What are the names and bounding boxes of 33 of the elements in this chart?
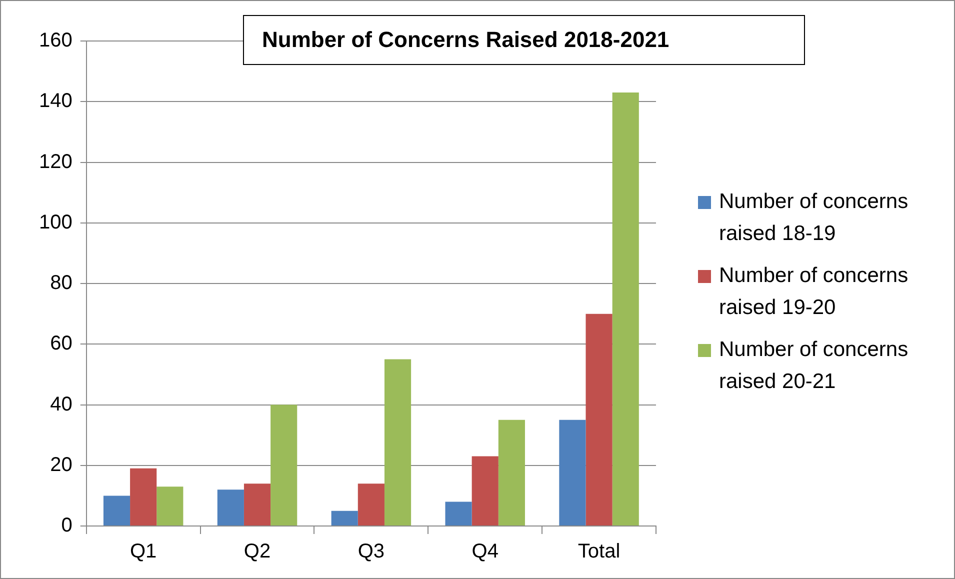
bar — [103, 496, 130, 526]
y-tick-label: 20 — [50, 454, 72, 476]
bar — [559, 420, 586, 526]
x-tick-label: Q3 — [358, 540, 385, 563]
legend-label: Number of concerns raised 20-21 — [719, 337, 910, 395]
y-tick-label: 100 — [38, 211, 72, 234]
bar — [270, 404, 298, 526]
bar — [586, 314, 612, 526]
legend-label: Number of concerns raised 19-20 — [719, 263, 910, 321]
bar — [498, 420, 525, 526]
y-tick-label: 80 — [50, 272, 72, 294]
y-tick-label: 120 — [38, 150, 72, 173]
bar — [244, 484, 271, 526]
x-tick-label: Q2 — [244, 540, 271, 563]
y-tick-label: 0 — [61, 514, 72, 537]
y-tick-label: 140 — [38, 90, 72, 112]
bar — [217, 490, 244, 526]
legend-label: Number of concerns raised 18-19 — [719, 189, 910, 247]
x-tick-label: Q4 — [472, 540, 498, 563]
y-tick-label: 40 — [50, 393, 72, 416]
bar — [472, 456, 498, 526]
bar — [445, 502, 472, 526]
bar — [384, 359, 412, 526]
x-tick-label: Q1 — [130, 540, 157, 563]
title-box: Number of Concerns Raised 2018-2021 — [243, 15, 805, 65]
y-tick-label: 60 — [50, 332, 72, 355]
bar — [130, 468, 157, 526]
y-tick-label: 160 — [38, 30, 72, 52]
bar — [612, 92, 639, 526]
bar — [331, 510, 358, 526]
x-tick-label: Total — [578, 540, 620, 563]
bar — [358, 484, 384, 526]
bar — [156, 486, 184, 526]
